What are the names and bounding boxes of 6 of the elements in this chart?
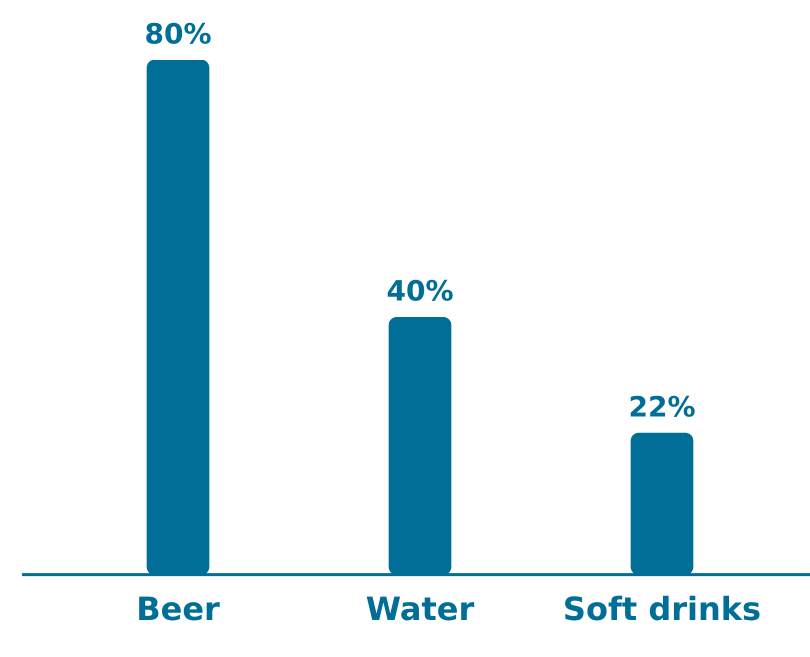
data-label: 22% (628, 390, 696, 424)
data-label: 80% (144, 17, 212, 50)
x-tick-label: Soft drinks (562, 590, 762, 628)
x-tick-label: Beer (136, 590, 220, 628)
x-tick-label: Water (366, 590, 474, 628)
data-label: 40% (386, 274, 454, 308)
